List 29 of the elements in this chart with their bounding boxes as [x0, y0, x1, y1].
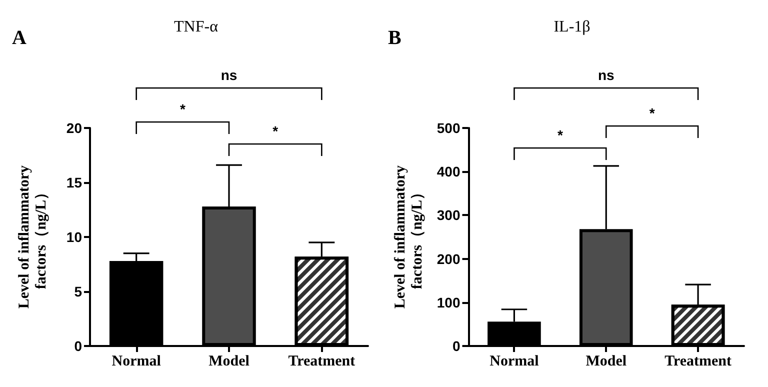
chart-title: TNF-α: [174, 18, 219, 36]
x-tick-label: Model: [586, 354, 627, 370]
text: *: [180, 101, 186, 117]
x-tick-label: Normal: [112, 354, 161, 370]
y-tick-label: 0: [74, 338, 82, 354]
y-tick-label: 100: [436, 294, 460, 310]
y-tick-label: 300: [436, 207, 460, 224]
text: B: [388, 27, 402, 49]
y-tick-label: 200: [436, 250, 460, 267]
text: ns: [598, 67, 615, 83]
y-tick-label: 5: [74, 284, 82, 300]
text: A: [12, 27, 27, 49]
y-axis-title: Level of inflammatory factors（ng/L）: [16, 164, 50, 309]
y-tick-label: 10: [66, 229, 82, 245]
x-tick-label: Model: [208, 354, 250, 370]
y-tick-label: 400: [436, 164, 460, 180]
y-tick-label: 0: [452, 338, 460, 354]
annotation: *: [272, 123, 279, 139]
y-axis-title: Level of inflammatory factors（ng/L）: [392, 164, 426, 309]
x-tick-label: Treatment: [288, 354, 356, 370]
text: *: [649, 105, 656, 121]
x-tick-label: Normal: [490, 354, 539, 370]
x-tick-label: Treatment: [664, 354, 732, 370]
y-tick-label: 15: [66, 174, 82, 190]
y-tick-label: 500: [436, 120, 460, 136]
chart-title: IL-1β: [554, 18, 590, 36]
text: ns: [220, 67, 238, 83]
annotation: *: [557, 127, 564, 143]
y-tick-label: 20: [66, 120, 82, 136]
